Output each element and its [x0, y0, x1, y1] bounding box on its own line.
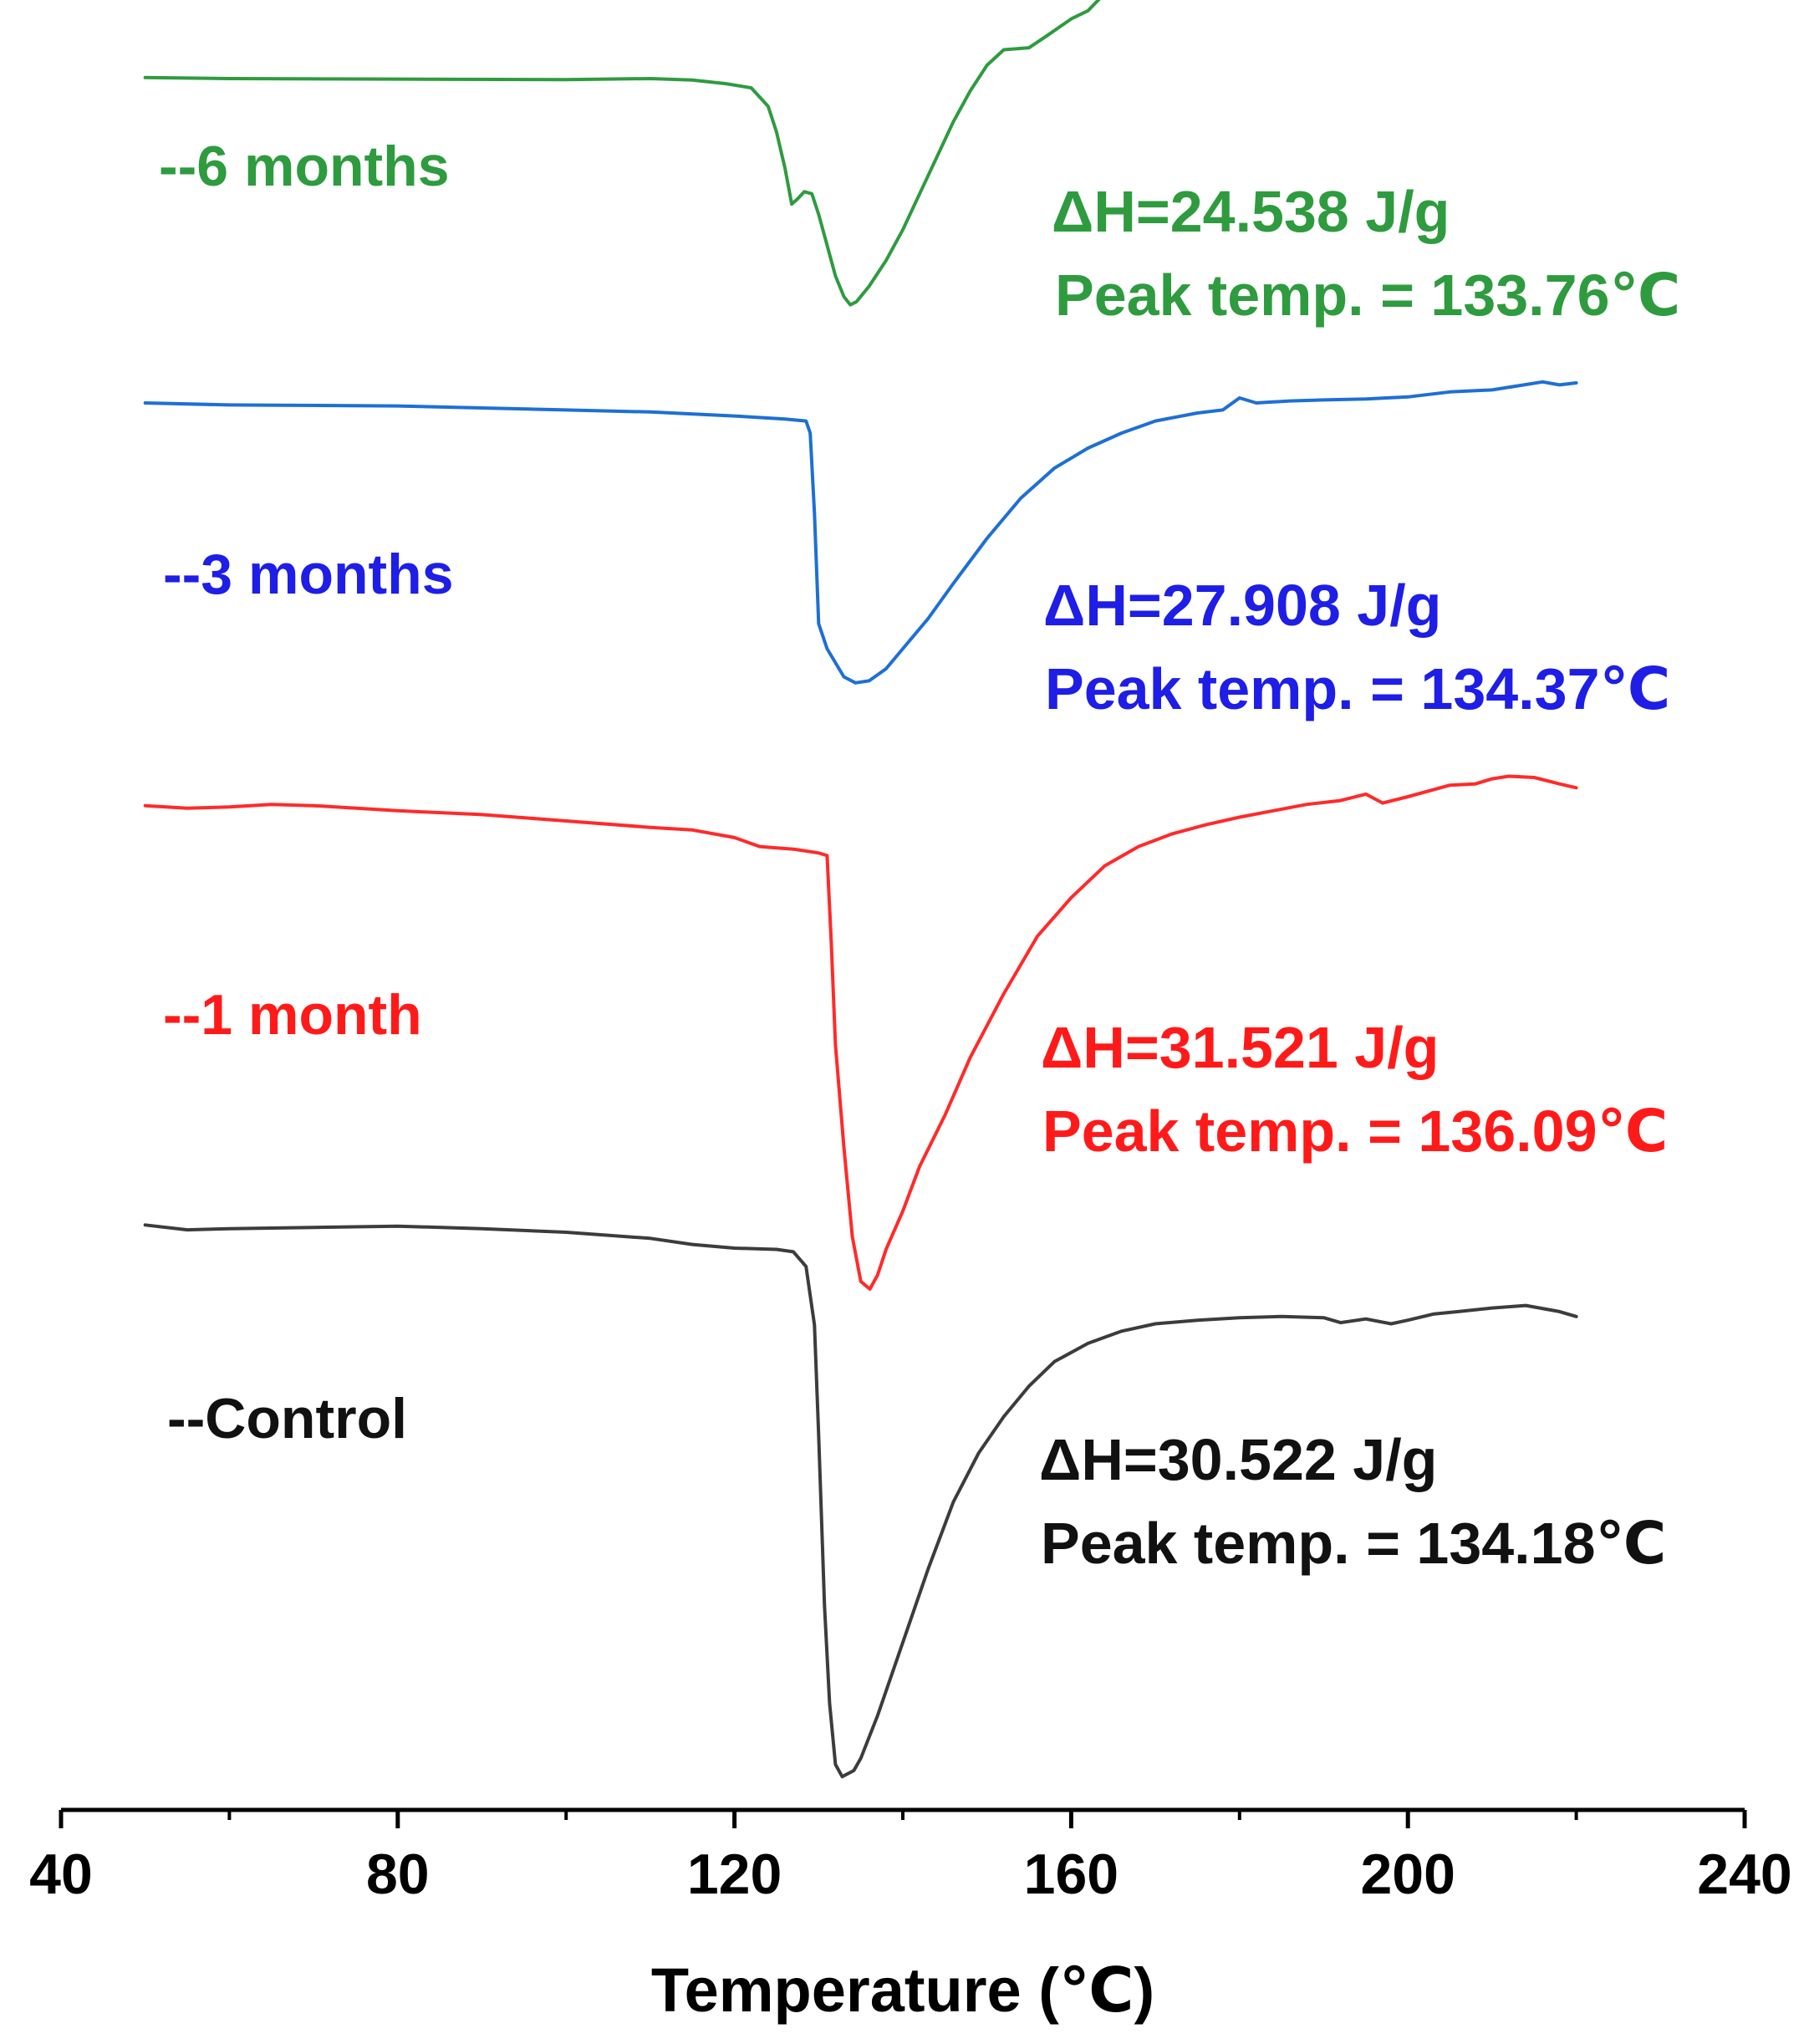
x-tick-label-80: 80 — [366, 1843, 430, 1906]
legend-label-1-month: --1 month — [163, 983, 422, 1047]
x-tick-label-40: 40 — [29, 1843, 93, 1906]
enthalpy-annotation-control: ΔH=30.522 J/g — [1039, 1427, 1437, 1492]
enthalpy-annotation-3-months: ΔH=27.908 J/g — [1043, 573, 1441, 638]
legend-label-3-months: --3 months — [163, 543, 454, 606]
peak-temp-annotation-6-months: Peak temp. = 133.76℃ — [1055, 263, 1680, 328]
x-axis-title: Temperature (℃) — [651, 1955, 1154, 2025]
legend-label-6-months: --6 months — [159, 135, 450, 198]
peak-temp-annotation-3-months: Peak temp. = 134.37℃ — [1045, 656, 1670, 721]
series-line-6-months — [143, 0, 1101, 307]
legend-label-control: --Control — [167, 1387, 407, 1450]
x-tick-label-240: 240 — [1697, 1843, 1791, 1906]
curves-group — [143, 0, 1578, 1779]
series-line-3-months — [143, 380, 1578, 685]
peak-temp-annotation-control: Peak temp. = 134.18℃ — [1041, 1511, 1666, 1576]
x-axis: 40 80 120 160 200 240 — [29, 1807, 1792, 1906]
x-tick-label-160: 160 — [1024, 1843, 1119, 1906]
x-tick-label-120: 120 — [687, 1843, 782, 1906]
enthalpy-annotation-6-months: ΔH=24.538 J/g — [1052, 179, 1450, 244]
enthalpy-annotation-1-month: ΔH=31.521 J/g — [1041, 1015, 1439, 1080]
x-tick-label-200: 200 — [1360, 1843, 1455, 1906]
peak-temp-annotation-1-month: Peak temp. = 136.09℃ — [1042, 1098, 1668, 1164]
series-line-1-month — [143, 774, 1578, 1291]
series-line-control — [143, 1223, 1578, 1779]
